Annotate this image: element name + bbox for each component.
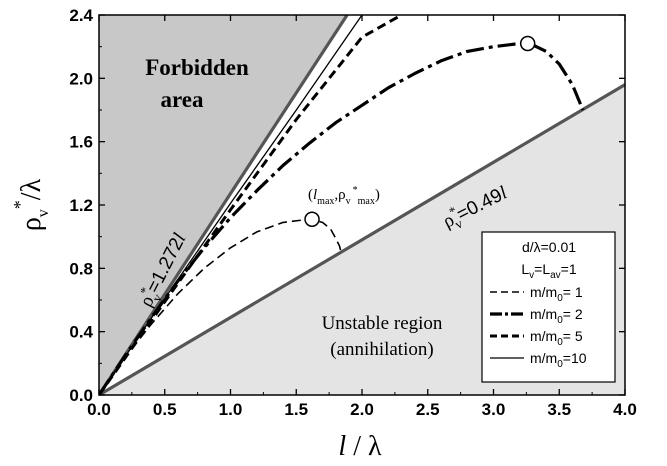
marker-annotation: (lmax,ρv*max)	[308, 185, 380, 207]
x-axis-title: l / λ	[338, 431, 382, 462]
marker-annotation-lsub: max	[317, 196, 334, 207]
x-tick-label: 2.0	[350, 400, 374, 419]
x-tick-label: 2.5	[416, 400, 440, 419]
legend-header1: d/λ=0.01	[522, 239, 576, 255]
x-tick-label: 1.5	[284, 400, 308, 419]
legend-label-1: m/m0= 1	[530, 284, 583, 304]
legend-label-2: m/m0= 2	[530, 306, 583, 326]
legend-label-4: m/m0=10	[530, 350, 587, 370]
series-line-4	[99, 15, 363, 395]
marker-annotation-sup: *	[353, 185, 358, 196]
x-tick-label: 3.5	[547, 400, 571, 419]
y-tick-label: 0.0	[69, 386, 93, 405]
forbidden-label-line1: Forbidden	[145, 55, 249, 80]
y-tick-label: 2.4	[69, 6, 93, 25]
legend: d/λ=0.01 Lv=Lav=1 m/m0= 1m/m0= 2m/m0= 5m…	[481, 231, 616, 383]
y-axis-title: ρv*/λ	[10, 178, 52, 231]
y-tick-label: 1.6	[69, 133, 93, 152]
x-tick-label: 1.0	[219, 400, 243, 419]
series-layer	[99, 15, 585, 395]
legend-box	[481, 231, 616, 383]
unstable-label-line1: Unstable region	[322, 313, 443, 334]
x-tick-label: 3.0	[482, 400, 506, 419]
legend-label-3: m/m0= 5	[530, 328, 583, 348]
legend-entries: m/m0= 1m/m0= 2m/m0= 5m/m0=10	[490, 284, 587, 370]
y-tick-label: 0.4	[69, 323, 93, 342]
y-tick-label: 0.8	[69, 259, 93, 278]
svg-text:ρv*/λ: ρv*/λ	[10, 178, 52, 231]
marker-annotation-sub: v	[346, 196, 351, 207]
forbidden-label-line2: area	[160, 87, 204, 112]
maximum-marker-2	[519, 35, 536, 52]
axis-ticks: 0.0 0.5 1.0 1.5 2.0 2.5 3.0 3.5 4.0 0.0 0.4 0.8 1.2 1…	[69, 6, 636, 419]
marker-layer	[304, 35, 536, 227]
y-tick-label: 2.0	[69, 69, 93, 88]
legend-header2: Lv=Lav=1	[521, 261, 577, 281]
series-line-2	[99, 41, 585, 395]
y-tick-label: 1.2	[69, 196, 93, 215]
series-line-1	[99, 218, 342, 395]
series-line-3	[99, 15, 403, 395]
marker-annotation-l: l	[313, 187, 317, 203]
marker-annotation-rho: ρ	[338, 187, 346, 203]
maximum-marker-1	[304, 211, 320, 227]
x-tick-label: 4.0	[613, 400, 637, 419]
marker-annotation-sub2: max	[358, 196, 375, 207]
x-tick-label: 0.0	[87, 400, 111, 419]
x-tick-label: 0.5	[153, 400, 177, 419]
boundary-line-049	[99, 83, 625, 395]
unstable-label-line2: (annihilation)	[330, 339, 433, 360]
